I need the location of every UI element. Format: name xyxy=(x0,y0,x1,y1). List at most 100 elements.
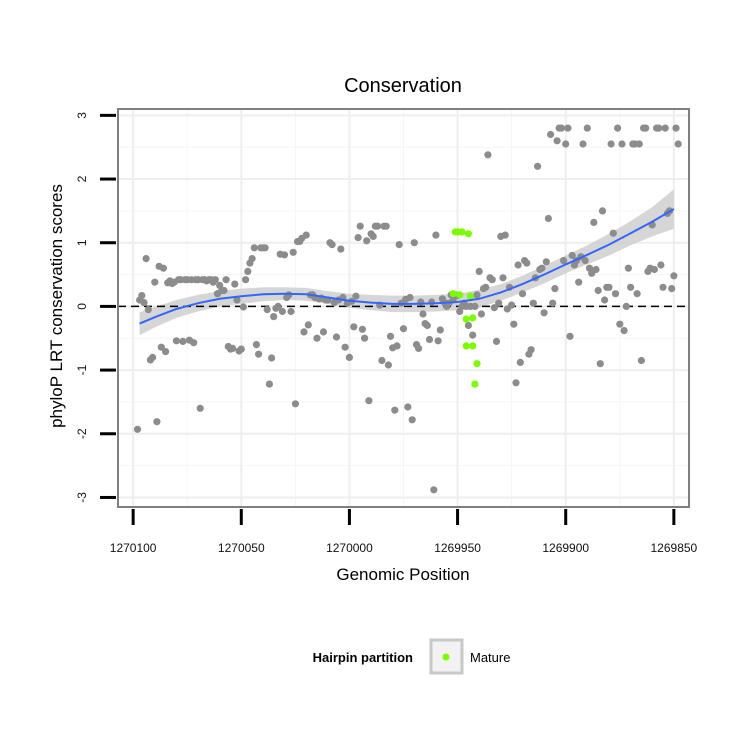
point-other xyxy=(560,257,568,265)
point-other xyxy=(393,342,401,350)
point-other xyxy=(356,222,364,230)
y-axis: -3 -2 -1 0 1 2 3 xyxy=(75,112,116,503)
point-other xyxy=(510,320,518,328)
point-other xyxy=(399,325,408,333)
point-other xyxy=(492,337,501,345)
point-other xyxy=(661,124,669,132)
point-other xyxy=(233,296,241,304)
point-other xyxy=(378,356,386,365)
point-other xyxy=(601,296,609,304)
point-other xyxy=(341,343,349,351)
point-other xyxy=(538,264,546,272)
x-axis-title: Genomic Position xyxy=(336,565,469,584)
point-other xyxy=(391,406,399,414)
point-other xyxy=(514,261,522,269)
point-mature xyxy=(473,360,481,368)
point-other xyxy=(352,292,360,300)
point-other xyxy=(287,307,295,316)
y-tick-label: -1 xyxy=(75,364,89,375)
point-other xyxy=(575,278,583,286)
x-tick-label: 1270050 xyxy=(218,541,265,555)
point-other xyxy=(291,400,299,408)
point-other xyxy=(471,302,479,310)
point-other xyxy=(190,339,198,347)
point-other xyxy=(231,280,239,288)
point-other xyxy=(332,333,341,341)
point-other xyxy=(611,290,620,298)
point-other xyxy=(319,328,328,336)
legend-title: Hairpin partition xyxy=(313,650,413,665)
point-other xyxy=(263,306,271,314)
point-other xyxy=(138,292,146,300)
point-other xyxy=(624,264,633,272)
point-other xyxy=(432,231,440,239)
point-other xyxy=(568,251,576,260)
point-other xyxy=(179,337,187,345)
point-mature xyxy=(462,342,470,350)
point-other xyxy=(270,313,278,321)
point-other xyxy=(289,248,297,256)
point-other xyxy=(566,332,574,340)
point-other xyxy=(616,320,624,328)
point-other xyxy=(395,241,403,249)
y-tick-label: -2 xyxy=(75,428,89,439)
point-other xyxy=(609,229,617,237)
point-other xyxy=(482,283,490,291)
point-mature xyxy=(456,291,464,299)
y-tick-label: 3 xyxy=(75,112,89,119)
point-other xyxy=(250,244,258,252)
point-other xyxy=(285,291,293,299)
panel-border xyxy=(117,108,690,508)
point-other xyxy=(477,310,485,318)
legend: Hairpin partition Mature xyxy=(313,638,510,675)
y-tick-label: -3 xyxy=(75,492,89,503)
point-other xyxy=(265,380,273,388)
x-tick-label: 1270100 xyxy=(110,541,157,555)
point-other xyxy=(361,334,369,342)
point-other xyxy=(313,334,321,342)
point-other xyxy=(415,344,423,352)
point-other xyxy=(633,290,641,298)
point-other xyxy=(140,299,148,307)
x-tick-label: 1270000 xyxy=(326,541,373,555)
point-other xyxy=(544,214,553,223)
point-other xyxy=(354,234,362,242)
point-other xyxy=(650,265,659,274)
point-other xyxy=(564,124,572,132)
point-other xyxy=(590,218,598,226)
point-other xyxy=(534,162,542,170)
point-other xyxy=(674,140,682,148)
point-other xyxy=(369,232,377,240)
confidence-band xyxy=(139,189,674,336)
point-other xyxy=(464,321,472,330)
point-other xyxy=(672,124,680,132)
point-other xyxy=(222,276,230,284)
point-other xyxy=(142,255,150,263)
point-other xyxy=(274,302,282,310)
point-other xyxy=(529,299,537,307)
point-other xyxy=(512,379,520,387)
point-other xyxy=(419,310,427,318)
point-other xyxy=(261,244,269,252)
point-other xyxy=(159,264,167,272)
point-other xyxy=(408,416,416,424)
point-other xyxy=(363,237,371,245)
x-tick-label: 1269850 xyxy=(651,541,698,555)
point-other xyxy=(657,261,665,269)
point-other xyxy=(304,321,312,329)
chart-title: Conservation xyxy=(344,75,462,97)
point-other xyxy=(384,361,392,369)
point-other xyxy=(345,353,353,361)
point-other xyxy=(248,255,256,263)
point-other xyxy=(622,302,630,310)
point-other xyxy=(151,278,159,286)
point-other xyxy=(337,245,345,253)
point-other xyxy=(549,299,557,307)
point-other xyxy=(620,327,628,335)
point-other xyxy=(220,286,228,295)
point-other xyxy=(642,124,650,132)
point-other xyxy=(547,130,555,139)
point-other xyxy=(153,418,161,426)
point-other xyxy=(242,276,250,284)
point-other xyxy=(172,337,180,345)
